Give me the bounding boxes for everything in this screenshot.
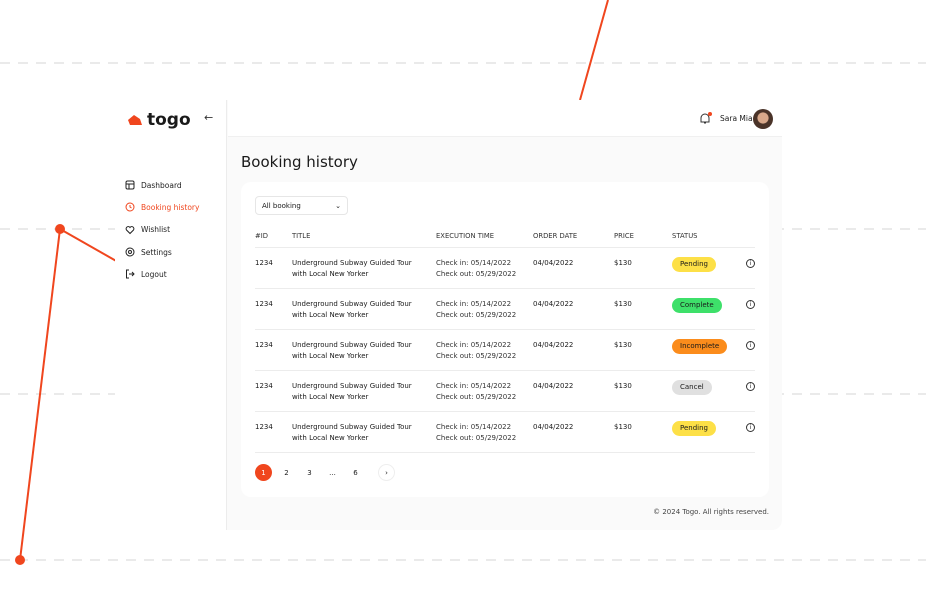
- check-in: Check in: 05/14/2022: [436, 422, 512, 431]
- booking-title-line2: with Local New Yorker: [292, 433, 369, 442]
- sidebar-item-label: Settings: [141, 247, 172, 257]
- footer-copyright: © 2024 Togo. All rights reserved.: [653, 508, 769, 516]
- clock-icon: [125, 202, 135, 212]
- table-row[interactable]: 1234 Underground Subway Guided Tour with …: [255, 247, 755, 289]
- order-date: 04/04/2022: [533, 411, 614, 453]
- sidebar-item-logout[interactable]: Logout: [125, 263, 199, 285]
- booking-title: Underground Subway Guided Tour: [292, 299, 412, 308]
- page-button[interactable]: 6: [353, 468, 358, 477]
- order-date: 04/04/2022: [533, 247, 614, 289]
- user-name[interactable]: Sara Mia: [720, 114, 753, 123]
- check-out: Check out: 05/29/2022: [436, 310, 517, 319]
- table-row[interactable]: 1234 Underground Subway Guided Tour with …: [255, 288, 755, 330]
- check-out: Check out: 05/29/2022: [436, 269, 517, 278]
- booking-card: All booking ⌄ #ID TITLE EXECUTION TIME ORDER…: [241, 182, 769, 497]
- check-in: Check in: 05/14/2022: [436, 258, 512, 267]
- order-date: 04/04/2022: [533, 329, 614, 371]
- page-button: ...: [329, 468, 336, 477]
- dashboard-icon: [125, 180, 135, 190]
- page-button[interactable]: 2: [284, 468, 289, 477]
- order-date: 04/04/2022: [533, 370, 614, 412]
- price: $130: [614, 288, 672, 330]
- topbar: Sara Mia: [228, 100, 782, 137]
- booking-title-line2: with Local New Yorker: [292, 310, 369, 319]
- table-row[interactable]: 1234 Underground Subway Guided Tour with …: [255, 329, 755, 371]
- info-icon[interactable]: i: [746, 422, 755, 432]
- status-badge: Incomplete: [672, 338, 728, 354]
- booking-title: Underground Subway Guided Tour: [292, 422, 412, 431]
- booking-title: Underground Subway Guided Tour: [292, 340, 412, 349]
- gear-icon: [125, 247, 135, 257]
- table-row[interactable]: 1234 Underground Subway Guided Tour with …: [255, 411, 755, 453]
- booking-id: 1234: [255, 288, 292, 330]
- booking-id: 1234: [255, 370, 292, 412]
- status-badge: Cancel: [672, 379, 712, 395]
- logo: togo: [127, 110, 191, 130]
- booking-title-line2: with Local New Yorker: [292, 351, 369, 360]
- info-icon[interactable]: i: [746, 381, 755, 391]
- table-row[interactable]: 1234 Underground Subway Guided Tour with …: [255, 370, 755, 412]
- column-header: #ID: [255, 226, 292, 248]
- sidebar: togo ← Dashboard Booking history Wishlist S…: [115, 100, 227, 530]
- avatar[interactable]: [753, 109, 773, 129]
- sidebar-item-label: Dashboard: [141, 180, 182, 190]
- sidebar-item-booking-history[interactable]: Booking history: [125, 196, 199, 218]
- check-out: Check out: 05/29/2022: [436, 433, 517, 442]
- page-button[interactable]: 3: [307, 468, 312, 477]
- booking-title-line2: with Local New Yorker: [292, 269, 369, 278]
- chevron-down-icon: ⌄: [335, 202, 341, 210]
- brand-name: togo: [147, 110, 191, 130]
- info-icon[interactable]: i: [746, 340, 755, 350]
- sidebar-item-label: Wishlist: [141, 225, 171, 235]
- next-page-chevron-icon[interactable]: ›: [378, 464, 395, 481]
- check-in: Check in: 05/14/2022: [436, 381, 512, 390]
- page-title: Booking history: [241, 153, 358, 171]
- order-date: 04/04/2022: [533, 288, 614, 330]
- page-button[interactable]: 1: [255, 464, 272, 481]
- sidebar-item-wishlist[interactable]: Wishlist: [125, 219, 199, 241]
- column-header-actions: [742, 226, 755, 248]
- sidebar-item-settings[interactable]: Settings: [125, 241, 199, 263]
- info-icon[interactable]: i: [746, 258, 755, 268]
- logout-icon: [126, 269, 135, 279]
- price: $130: [614, 329, 672, 371]
- status-badge: Complete: [672, 297, 722, 313]
- booking-title: Underground Subway Guided Tour: [292, 381, 412, 390]
- booking-id: 1234: [255, 247, 292, 289]
- pagination: 1 2 3... 6 ›: [255, 464, 401, 481]
- sidebar-item-label: Booking history: [141, 202, 200, 212]
- sidebar-item-label: Logout: [141, 269, 167, 279]
- status-badge: Pending: [672, 420, 716, 436]
- price: $130: [614, 411, 672, 453]
- check-in: Check in: 05/14/2022: [436, 299, 512, 308]
- logo-icon: [128, 115, 142, 125]
- booking-filter-select[interactable]: All booking ⌄: [255, 196, 348, 215]
- booking-id: 1234: [255, 329, 292, 371]
- price: $130: [614, 247, 672, 289]
- booking-table: #ID TITLE EXECUTION TIME ORDER DATE PRICE STA…: [255, 226, 755, 453]
- sidebar-item-dashboard[interactable]: Dashboard: [125, 174, 199, 196]
- column-header: PRICE: [614, 226, 672, 248]
- column-header: TITLE: [292, 226, 436, 248]
- column-header: STATUS: [672, 226, 742, 248]
- info-icon[interactable]: i: [746, 299, 755, 309]
- app-window: togo ← Dashboard Booking history Wishlist S…: [115, 100, 782, 530]
- heart-icon: [125, 225, 135, 234]
- column-header: ORDER DATE: [533, 226, 614, 248]
- check-in: Check in: 05/14/2022: [436, 340, 512, 349]
- booking-title-line2: with Local New Yorker: [292, 392, 369, 401]
- check-out: Check out: 05/29/2022: [436, 351, 517, 360]
- booking-id: 1234: [255, 411, 292, 453]
- booking-title: Underground Subway Guided Tour: [292, 258, 412, 267]
- column-header: EXECUTION TIME: [436, 226, 533, 248]
- check-out: Check out: 05/29/2022: [436, 392, 517, 401]
- price: $130: [614, 370, 672, 412]
- notification-bell-icon[interactable]: [698, 112, 712, 126]
- filter-value: All booking: [262, 202, 301, 210]
- collapse-sidebar-arrow-icon[interactable]: ←: [204, 111, 214, 124]
- status-badge: Pending: [672, 256, 716, 272]
